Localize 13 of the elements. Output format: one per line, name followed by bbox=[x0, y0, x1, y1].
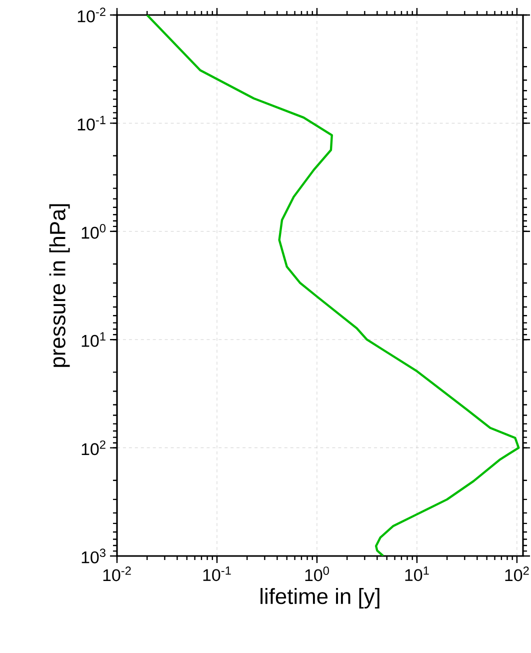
y-tick-label: 10$^{-1}$ bbox=[78, 116, 106, 130]
x-tick-label: 10$^{-2}$ bbox=[103, 566, 131, 582]
x-tick-label: 10$^{2}$ bbox=[505, 566, 529, 582]
y-tick-label: 10$^{3}$ bbox=[82, 548, 106, 564]
y-tick-label: 10$^{-2}$ bbox=[78, 8, 106, 22]
y-axis-title: pressure in [hPa] bbox=[49, 204, 70, 367]
y-tick-label: 10$^{1}$ bbox=[82, 332, 106, 347]
x-tick-label: 10$^{0}$ bbox=[305, 566, 329, 582]
y-tick-label: 10$^{0}$ bbox=[82, 224, 106, 239]
x-tick-label: 10$^{-1}$ bbox=[203, 566, 231, 582]
x-axis-title: lifetime in [y] bbox=[260, 588, 380, 608]
y-tick-label: 10$^{2}$ bbox=[82, 440, 106, 456]
x-tick-label: 10$^{1}$ bbox=[405, 566, 429, 582]
